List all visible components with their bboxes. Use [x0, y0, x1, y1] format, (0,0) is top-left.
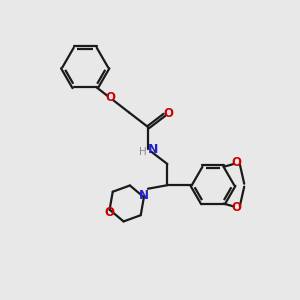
Text: O: O — [105, 91, 115, 104]
Text: O: O — [163, 107, 173, 120]
Text: O: O — [104, 206, 114, 219]
Text: N: N — [139, 189, 149, 202]
Text: N: N — [148, 143, 159, 156]
Text: O: O — [232, 156, 242, 169]
Text: H: H — [139, 147, 147, 157]
Text: O: O — [232, 201, 242, 214]
